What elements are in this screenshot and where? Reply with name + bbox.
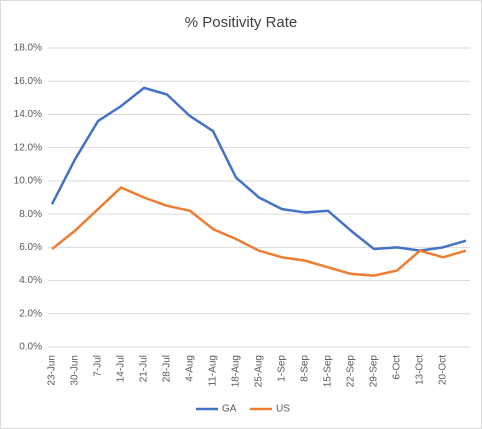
x-tick-label: 30-Jun [70, 355, 81, 386]
x-tick-label: 4-Aug [185, 355, 196, 382]
x-tick-label: 11-Aug [208, 355, 219, 387]
legend-label: US [276, 404, 290, 415]
x-tick-label: 21-Jul [139, 355, 150, 382]
y-tick-label: 10.0% [14, 176, 42, 187]
x-tick-label: 25-Aug [254, 355, 265, 387]
x-tick-label: 20-Oct [438, 355, 449, 385]
y-tick-label: 0.0% [19, 342, 42, 353]
y-tick-label: 6.0% [19, 242, 42, 253]
y-tick-label: 18.0% [14, 43, 42, 54]
series-line [51, 186, 467, 277]
x-tick-label: 1-Sep [277, 355, 288, 382]
x-tick-label: 7-Jul [93, 355, 104, 377]
y-tick-label: 4.0% [19, 275, 42, 286]
y-tick-label: 8.0% [19, 209, 42, 220]
legend-label: GA [222, 404, 237, 415]
x-tick-label: 13-Oct [415, 355, 426, 385]
x-tick-label: 14-Jul [116, 355, 127, 382]
x-tick-label: 18-Aug [231, 355, 242, 387]
series-line [50, 86, 467, 252]
x-tick-label: 15-Sep [323, 355, 334, 388]
y-tick-label: 14.0% [14, 109, 42, 120]
y-tick-label: 16.0% [14, 76, 42, 87]
x-tick-label: 28-Jul [162, 355, 173, 382]
y-tick-label: 12.0% [14, 142, 42, 153]
x-tick-label: 6-Oct [392, 355, 403, 380]
x-tick-label: 22-Sep [346, 355, 357, 388]
x-tick-label: 29-Sep [369, 355, 380, 388]
y-tick-label: 2.0% [19, 308, 42, 319]
x-tick-label: 8-Sep [300, 355, 311, 382]
x-tick-label: 23-Jun [47, 355, 58, 386]
chart-title: % Positivity Rate [185, 14, 298, 31]
